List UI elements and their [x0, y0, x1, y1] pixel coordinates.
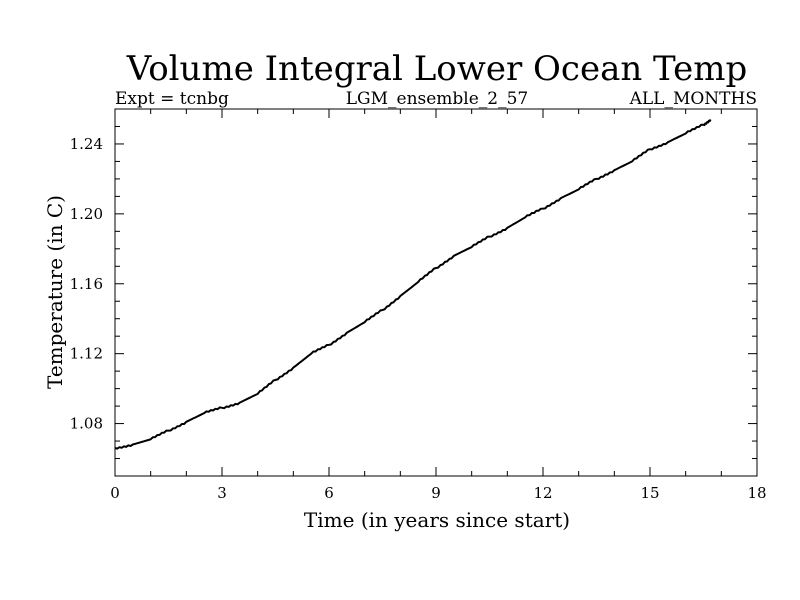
y-tick-label: 1.20: [70, 205, 103, 223]
chart-title: Volume Integral Lower Ocean Temp: [126, 49, 747, 89]
y-tick-label: 1.08: [70, 415, 103, 433]
axis-ticks: [114, 108, 758, 477]
series-line: [114, 119, 712, 450]
subtitle-right: ALL_MONTHS: [629, 89, 757, 109]
x-tick-label: 12: [533, 484, 552, 502]
x-tick-label: 6: [324, 484, 334, 502]
y-tick-labels: 1.08 1.12 1.16 1.20 1.24: [70, 135, 103, 433]
x-tick-label: 9: [431, 484, 441, 502]
subtitle-left: Expt = tcnbg: [115, 89, 229, 109]
y-tick-label: 1.12: [70, 345, 103, 363]
plot-frame: [114, 108, 758, 477]
subtitle-center: LGM_ensemble_2_57: [346, 89, 529, 109]
series-group: [114, 119, 712, 450]
x-axis-label: Time (in years since start): [304, 508, 570, 532]
x-tick-labels: 0 3 6 9 12 15 18: [110, 484, 766, 502]
y-axis-label: Temperature (in C): [43, 195, 67, 389]
x-tick-label: 18: [747, 484, 766, 502]
y-tick-label: 1.16: [70, 275, 103, 293]
x-tick-label: 0: [110, 484, 120, 502]
x-tick-label: 3: [217, 484, 227, 502]
x-tick-label: 15: [640, 484, 659, 502]
y-tick-label: 1.24: [70, 135, 103, 153]
